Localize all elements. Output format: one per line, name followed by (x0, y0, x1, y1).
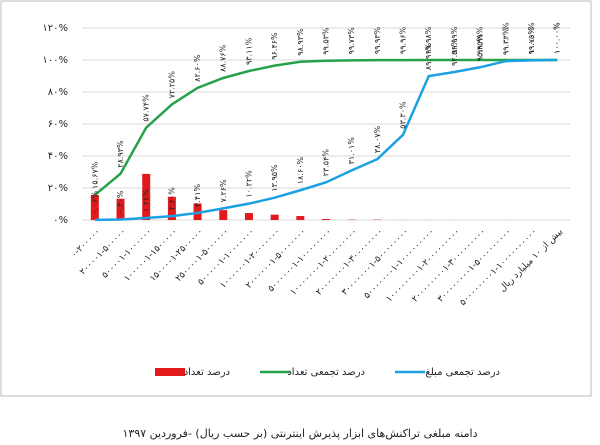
data-label: ۹۹.۹۹% (450, 26, 459, 54)
legend-label: درصد تعداد (184, 367, 230, 378)
legend-label: درصد تجمعی مبلغ (425, 367, 500, 378)
data-label: ۹۳.۱۱% (244, 37, 253, 65)
bar (167, 196, 176, 220)
data-label: ۱.۲۶% (142, 189, 151, 212)
data-label: ۰.۰۶% (90, 190, 99, 213)
bar (219, 210, 228, 220)
bar (116, 198, 125, 220)
data-label: ۹۹.۷۳% (347, 27, 356, 55)
bar (90, 194, 99, 220)
data-label: ۹۲.۵۱% (450, 38, 459, 66)
line (94, 58, 558, 222)
data-label: ۸۹.۹۱% (424, 42, 433, 70)
data-label: ۹۹.۳۳% (501, 27, 510, 55)
data-label: ۷۲.۲۵% (167, 71, 176, 99)
data-label: ۲۸.۹۳% (116, 140, 125, 168)
data-label: ۲۳.۵۴% (322, 149, 331, 177)
data-label: ۹۸.۹۳% (296, 28, 305, 56)
data-label: ۱۸.۶۰% (296, 157, 305, 185)
bar (244, 213, 253, 220)
data-label: ۴.۴۱% (193, 184, 202, 207)
y-tick-label: ۸۰% (48, 87, 68, 98)
data-label: ۹۹.۹۳% (373, 26, 382, 54)
data-label: ۹۹.۵۳% (322, 27, 331, 55)
bar (270, 214, 279, 220)
data-label: ۱۰۰.۰۰% (553, 22, 562, 54)
data-label: ۱۰.۲۲% (244, 170, 253, 198)
legend-label: درصد تجمعی تعداد (287, 367, 365, 378)
caption: دامنه مبلغی تراکنش‌های ابزار پذیرش اینتر… (123, 427, 478, 440)
data-label: ۳۸.۰۷% (373, 125, 382, 153)
data-label: ۹۹.۹۶% (399, 26, 408, 54)
data-label: ۵۳.۳۰% (399, 101, 408, 129)
data-label: ۹۹.۹۸% (424, 26, 433, 54)
y-tick-label: ۶۰% (48, 119, 68, 130)
data-label: ۹۶.۴۶% (270, 32, 279, 60)
y-tick-label: ۱۲۰% (42, 23, 68, 34)
y-tick-label: ۴۰% (48, 151, 68, 162)
data-label: ۹۵.۴۵% (476, 34, 485, 62)
y-tick-label: ۲۰% (48, 183, 68, 194)
data-label: ۵۷.۷۴% (142, 94, 151, 122)
y-tick-label: ۱۰۰% (42, 55, 68, 66)
data-label: ۸۸.۷۶% (219, 44, 228, 72)
bar (322, 219, 330, 220)
data-label: ۱۵.۶۷% (90, 161, 99, 189)
bar (296, 216, 305, 220)
data-label: ۱۳.۹۵% (270, 164, 279, 192)
data-label: ۷.۲۶% (219, 179, 228, 202)
chart-frame (0, 0, 592, 397)
data-label: ۱۰۰.۰۰% (527, 22, 536, 54)
bar (142, 173, 151, 220)
data-label: ۹۹.۹۹% (476, 26, 485, 54)
data-label: ۹۹.۷۵% (527, 27, 536, 55)
line (94, 58, 558, 196)
data-label: ۰.۳۰% (116, 190, 125, 213)
data-label: ۱۰۰.۰۰% (553, 22, 562, 54)
data-label: ۱۰۰.۰۰% (501, 22, 510, 54)
y-tick-label: ۰% (53, 215, 68, 226)
legend-swatch (155, 368, 185, 376)
data-label: ۳۱.۰۱% (347, 137, 356, 165)
data-label: ۸۲.۶۰% (193, 54, 202, 82)
data-label: ۲.۴۰% (167, 187, 176, 210)
